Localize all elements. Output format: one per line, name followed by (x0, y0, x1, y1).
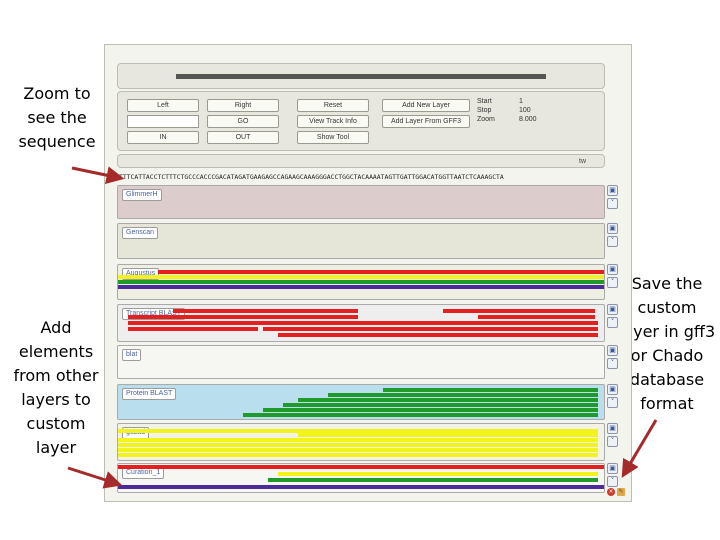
track-blat[interactable]: blat (117, 345, 605, 379)
go-button[interactable]: GO (207, 115, 279, 128)
feature-bar[interactable] (158, 270, 604, 274)
position-input[interactable] (127, 115, 199, 128)
track-augustus[interactable]: Augustus (117, 264, 605, 300)
show-tool-button[interactable]: Show Tool (297, 131, 369, 144)
floppy-disk-icon[interactable]: ▣ (607, 384, 618, 395)
view-track-info-button[interactable]: View Track Info (297, 115, 369, 128)
overview-position-bar[interactable] (176, 74, 546, 79)
stop-value: 100 (519, 107, 531, 114)
feature-bar[interactable] (128, 321, 598, 325)
track-label: Protein BLAST (122, 388, 177, 400)
feature-bar[interactable] (263, 408, 598, 412)
zoom-out-button[interactable]: OUT (207, 131, 279, 144)
overview-panel (117, 63, 605, 89)
feature-bar[interactable] (118, 443, 598, 447)
feature-bar[interactable] (128, 327, 258, 331)
track-label: Genscan (122, 227, 159, 239)
right-button[interactable]: Right (207, 99, 279, 112)
save-layer-arrow (621, 419, 658, 478)
stop-label: Stop (477, 107, 492, 114)
chevron-down-icon[interactable]: ˅ (607, 277, 618, 288)
ruler-panel: tw (117, 154, 605, 168)
add-new-layer-button[interactable]: Add New Layer (382, 99, 470, 112)
track-glimmerh[interactable]: GlimmerH (117, 185, 605, 219)
chevron-down-icon[interactable]: ˅ (607, 198, 618, 209)
delete-x-icon[interactable]: × (607, 488, 615, 496)
feature-bar[interactable] (118, 453, 598, 457)
left-button[interactable]: Left (127, 99, 199, 112)
feature-bar[interactable] (278, 333, 598, 337)
track-gcbad[interactable]: gcbad (117, 423, 605, 461)
chevron-down-icon[interactable]: ˅ (607, 358, 618, 369)
floppy-disk-icon[interactable]: ▣ (607, 185, 618, 196)
feature-bar[interactable] (268, 478, 598, 482)
floppy-disk-icon[interactable]: ▣ (607, 423, 618, 434)
feature-bar[interactable] (118, 275, 604, 279)
zoom-label: Zoom (477, 116, 495, 123)
floppy-disk-icon[interactable]: ▣ (607, 463, 618, 474)
chevron-down-icon[interactable]: ˅ (607, 436, 618, 447)
feature-bar[interactable] (478, 315, 595, 319)
feature-bar[interactable] (173, 309, 358, 313)
add-layer-from-gff3-button[interactable]: Add Layer From GFF3 (382, 115, 470, 128)
start-value: 1 (519, 98, 523, 105)
ruler-badge: tw (579, 158, 586, 165)
feature-bar[interactable] (118, 448, 598, 452)
floppy-disk-icon[interactable]: ▣ (607, 304, 618, 315)
track-label: GlimmerH (122, 189, 162, 201)
floppy-disk-icon[interactable]: ▣ (607, 345, 618, 356)
chevron-down-icon[interactable]: ˅ (607, 317, 618, 328)
feature-bar[interactable] (118, 465, 604, 469)
chevron-down-icon[interactable]: ˅ (607, 397, 618, 408)
control-panel: Left Right Reset Add New Layer GO View T… (117, 91, 605, 151)
chevron-down-icon[interactable]: ˅ (607, 236, 618, 247)
zoom-in-button[interactable]: IN (127, 131, 199, 144)
feature-bar[interactable] (128, 315, 358, 319)
feature-bar[interactable] (118, 485, 604, 489)
add-elements-arrow (67, 466, 123, 489)
feature-bar[interactable] (263, 327, 598, 331)
add-elements-annotation: Add elements from other layers to custom… (13, 318, 99, 457)
feature-bar[interactable] (298, 433, 598, 437)
feature-bar[interactable] (278, 472, 598, 476)
sequence-text: TTTCATTACCTCTTTCTGCCCACCCGACATAGATGAAGAG… (119, 173, 504, 181)
save-layer-annotation: Save the custom layer in gff3 or Chado d… (618, 274, 716, 413)
zoom-value: 8.000 (519, 116, 537, 123)
floppy-disk-icon[interactable]: ▣ (607, 264, 618, 275)
feature-bar[interactable] (443, 309, 595, 313)
feature-bar[interactable] (243, 413, 598, 417)
feature-bar[interactable] (118, 438, 598, 442)
pencil-icon[interactable]: ✎ (617, 488, 625, 496)
track-genscan[interactable]: Genscan (117, 223, 605, 259)
feature-bar[interactable] (118, 429, 598, 433)
reset-button[interactable]: Reset (297, 99, 369, 112)
zoom-arrow (71, 166, 125, 185)
track-protein-blast[interactable]: Protein BLAST (117, 384, 605, 420)
feature-bar[interactable] (118, 280, 604, 284)
feature-bar[interactable] (383, 388, 598, 392)
track-transcript-blast[interactable]: Transcript BLAST (117, 304, 605, 342)
zoom-annotation: Zoom to see the sequence (18, 84, 96, 151)
start-label: Start (477, 98, 492, 105)
genome-browser-window: Left Right Reset Add New Layer GO View T… (104, 44, 632, 502)
feature-bar[interactable] (328, 393, 598, 397)
chevron-down-icon[interactable]: ˅ (607, 476, 618, 487)
floppy-disk-icon[interactable]: ▣ (607, 223, 618, 234)
track-label: blat (122, 349, 142, 361)
feature-bar[interactable] (118, 285, 604, 289)
feature-bar[interactable] (298, 398, 598, 402)
track-curation-1[interactable]: Curation_1 (117, 463, 605, 493)
feature-bar[interactable] (283, 403, 598, 407)
